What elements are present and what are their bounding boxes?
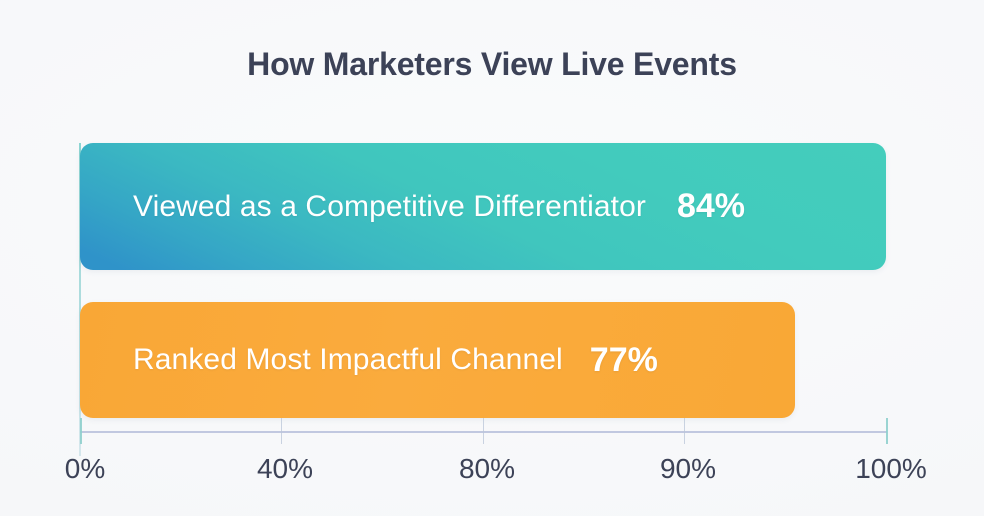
chart-title: How Marketers View Live Events [247, 46, 737, 82]
x-tick-label-100: 100% [855, 453, 927, 484]
bar-viewed-as-competitive-differentiator[interactable]: Viewed as a Competitive Differentiator 8… [80, 143, 886, 270]
bar-value: 77% [589, 340, 658, 379]
x-tick-mark-0 [80, 418, 82, 444]
plot-area: Viewed as a Competitive Differentiator 8… [79, 130, 886, 456]
x-tick-mark-90 [684, 418, 685, 444]
bar-value: 84% [676, 187, 746, 225]
bar-ranked-most-impactful-channel[interactable]: Ranked Most Impactful Channel 77% [80, 302, 795, 418]
x-tick-label-40: 40% [256, 453, 314, 484]
x-tick-label-90: 90% [659, 453, 717, 484]
x-tick-label-0: 0% [64, 453, 106, 484]
x-tick-mark-40 [281, 418, 282, 444]
category-axis-line [79, 143, 81, 456]
x-tick-mark-100 [886, 418, 888, 444]
x-tick-mark-80 [483, 418, 484, 444]
bar-label: Viewed as a Competitive Differentiator [133, 189, 646, 223]
x-tick-label-80: 80% [458, 453, 516, 484]
bar-label: Ranked Most Impactful Channel [133, 343, 563, 376]
